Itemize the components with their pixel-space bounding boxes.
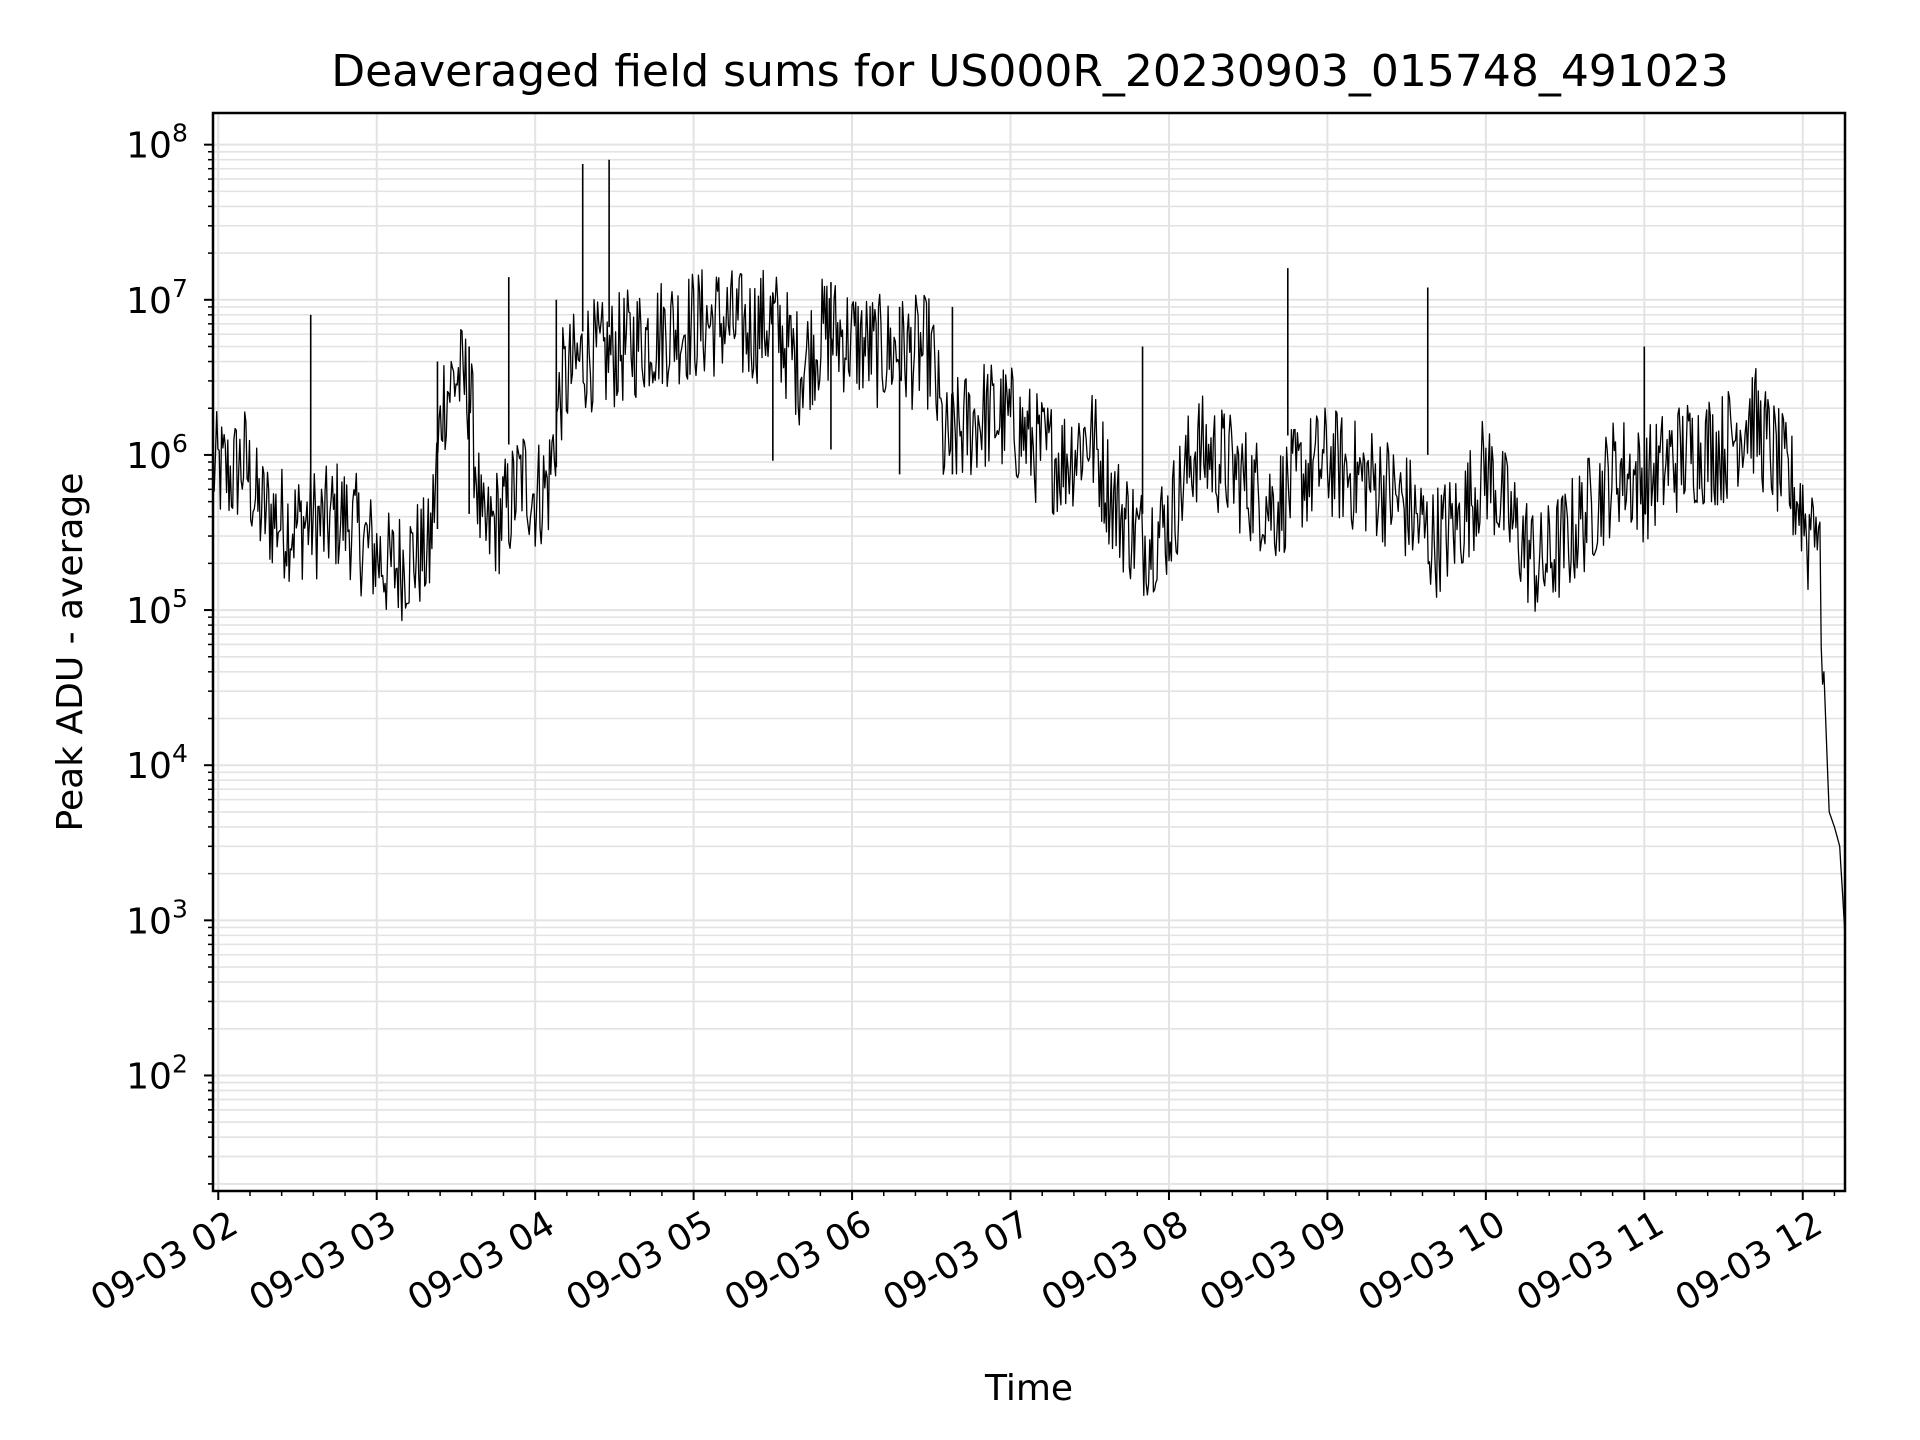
y-tick-exponent: 5	[172, 584, 188, 613]
y-tick-exponent: 8	[172, 119, 188, 148]
y-tick-base: 10	[126, 1056, 172, 1097]
y-tick-label: 106	[126, 429, 188, 477]
y-tick-exponent: 3	[172, 894, 188, 923]
chart-title: Deaveraged field sums for US000R_2023090…	[331, 46, 1729, 97]
y-tick-exponent: 4	[172, 739, 188, 768]
grid	[213, 113, 1845, 1191]
y-tick-base: 10	[126, 126, 172, 167]
y-tick-exponent: 2	[172, 1049, 188, 1078]
series-line	[212, 269, 1846, 936]
y-tick-base: 10	[126, 591, 172, 632]
plot-frame	[211, 111, 1847, 1193]
y-tick-label: 103	[126, 894, 188, 942]
data-series	[212, 159, 1846, 936]
y-axis-label: Peak ADU - average	[50, 473, 91, 832]
y-tick-label: 104	[126, 739, 188, 787]
y-tick-exponent: 6	[172, 429, 188, 458]
y-tick-label: 102	[126, 1049, 188, 1097]
y-tick-base: 10	[126, 436, 172, 477]
x-axis-label: Time	[984, 1368, 1073, 1409]
y-tick-base: 10	[126, 281, 172, 322]
y-tick-base: 10	[126, 901, 172, 942]
y-tick-label: 108	[126, 119, 188, 167]
y-tick-label: 105	[126, 584, 188, 632]
y-tick-label: 107	[126, 274, 188, 322]
y-tick-base: 10	[126, 746, 172, 787]
y-tick-exponent: 7	[172, 274, 188, 303]
